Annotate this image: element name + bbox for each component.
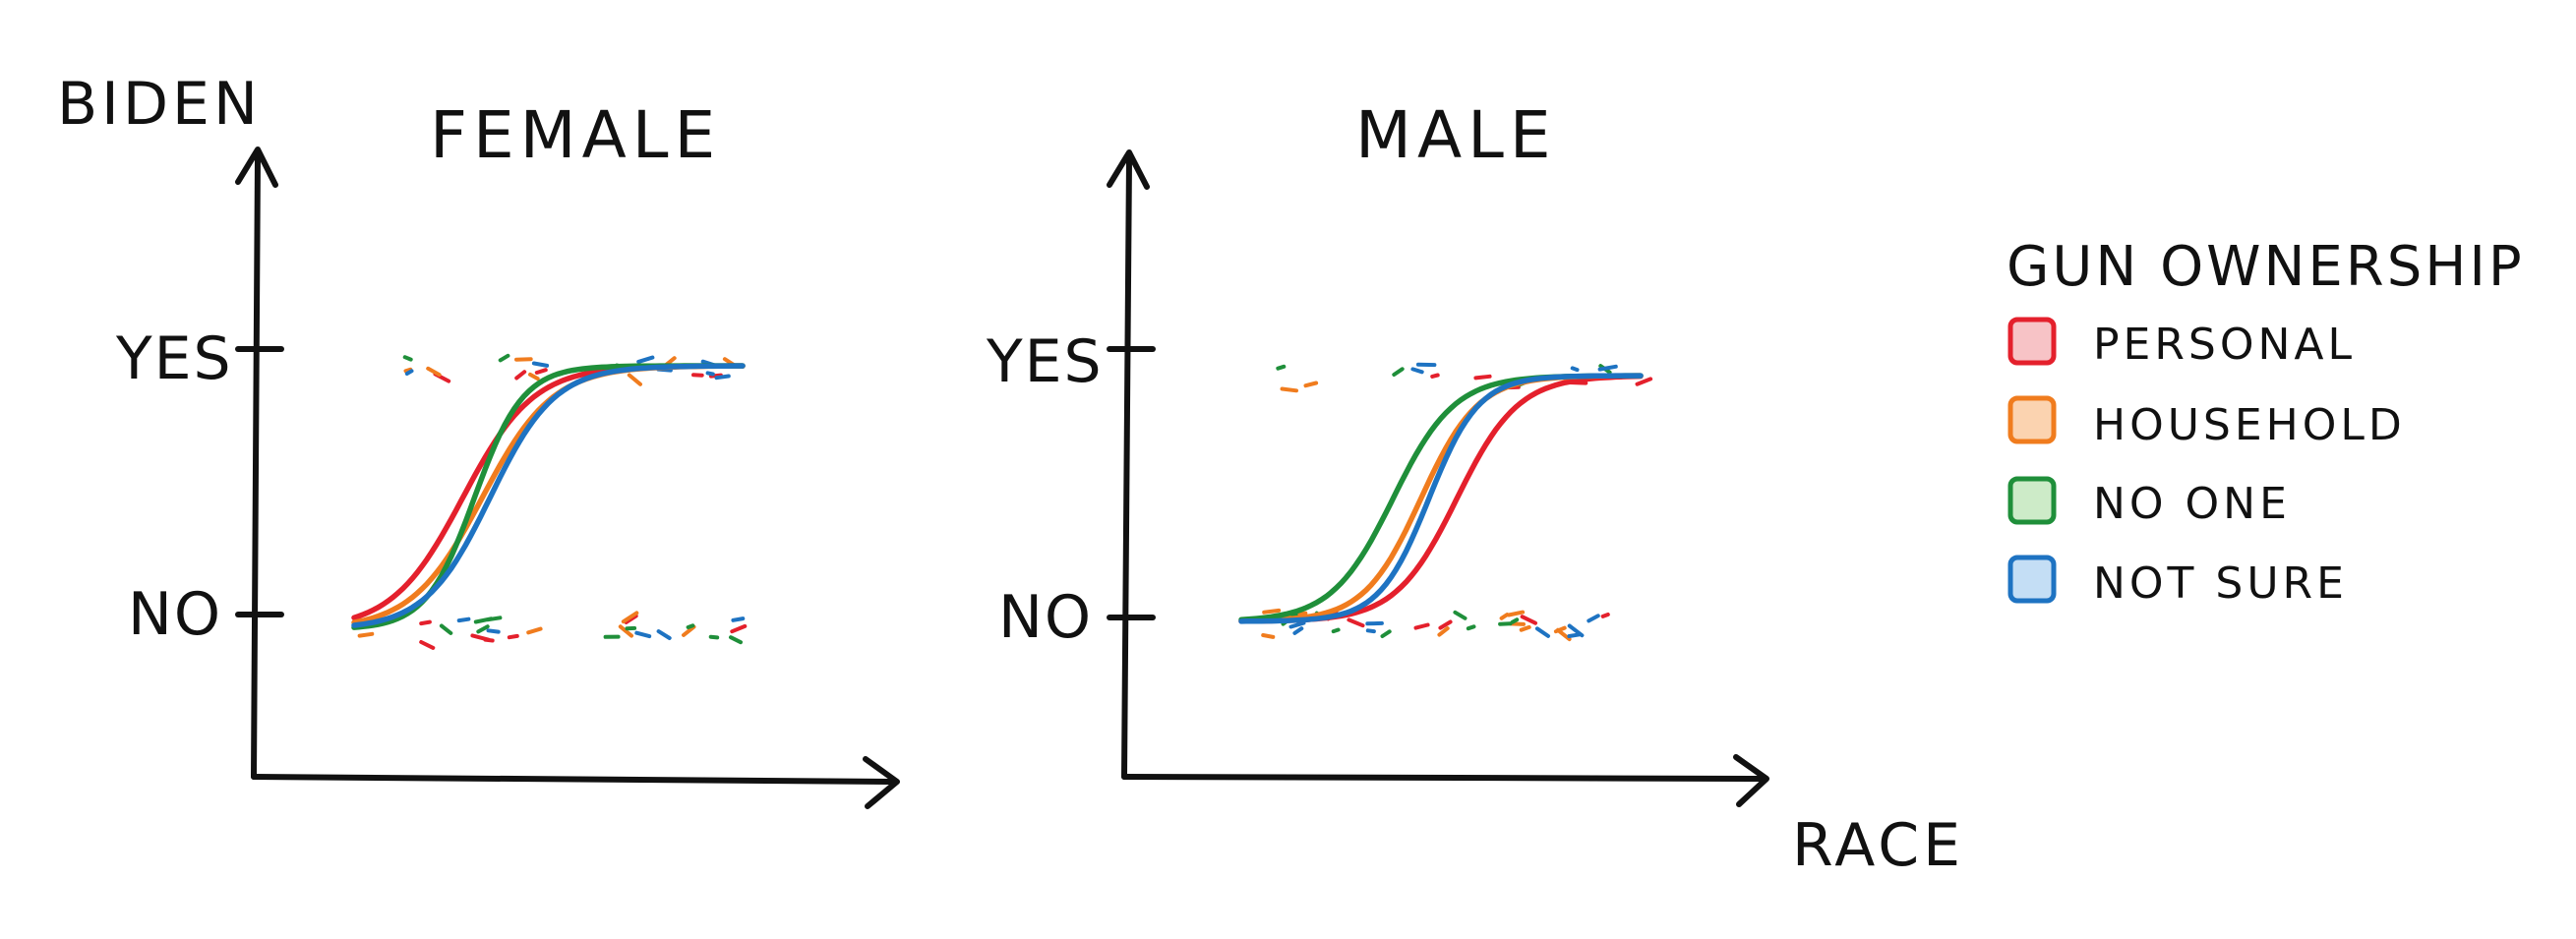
female-point-personal bbox=[485, 640, 492, 641]
male-x-axis bbox=[1124, 777, 1761, 779]
male-point-household bbox=[1283, 389, 1297, 391]
female-point-not-sure bbox=[659, 631, 670, 638]
female-point-household bbox=[530, 375, 538, 379]
male-point-household bbox=[1509, 613, 1523, 616]
legend-swatch-personal bbox=[2010, 320, 2054, 363]
legend-swatch-household bbox=[2010, 398, 2054, 441]
male-point-no-one bbox=[1334, 630, 1339, 632]
legend-label-household: HOUSEHOLD bbox=[2093, 400, 2406, 450]
legend-swatch-not-sure bbox=[2010, 558, 2054, 601]
legend-label-not-sure: NOT SURE bbox=[2093, 558, 2348, 609]
female-point-no-one bbox=[442, 626, 450, 633]
female-plot-area bbox=[354, 356, 745, 648]
male-point-personal bbox=[1348, 619, 1362, 625]
female-point-no-one bbox=[731, 637, 741, 642]
male-point-household bbox=[1306, 383, 1317, 386]
male-curve-household bbox=[1241, 376, 1641, 620]
female-no-tick-label: NO bbox=[128, 580, 222, 649]
female-point-personal bbox=[421, 622, 430, 624]
male-point-no-one bbox=[1468, 626, 1474, 628]
male-point-not-sure bbox=[1291, 623, 1304, 627]
female-point-personal bbox=[537, 370, 546, 373]
female-point-no-one bbox=[405, 357, 411, 359]
legend-swatch-no-one bbox=[2010, 479, 2054, 522]
male-point-personal bbox=[1416, 625, 1428, 628]
male-point-not-sure bbox=[1294, 628, 1301, 633]
male-plot-area bbox=[1241, 365, 1650, 639]
female-point-no-one bbox=[478, 626, 487, 631]
female-point-not-sure bbox=[708, 373, 713, 374]
male-curve-not-sure bbox=[1241, 376, 1641, 621]
y-axis-title: BIDEN bbox=[57, 70, 262, 139]
male-yes-tick-label: YES bbox=[986, 327, 1104, 396]
female-point-not-sure bbox=[638, 358, 652, 362]
panel-title-male: MALE bbox=[1355, 97, 1557, 173]
female-point-household bbox=[428, 369, 439, 375]
female-point-no-one bbox=[501, 356, 509, 361]
male-point-personal bbox=[1523, 616, 1535, 623]
male-curve-no-one bbox=[1241, 376, 1641, 619]
female-point-not-sure bbox=[407, 371, 412, 374]
female-y-axis bbox=[254, 157, 258, 777]
legend-label-personal: PERSONAL bbox=[2093, 320, 2356, 370]
male-point-personal bbox=[1638, 379, 1651, 383]
legend-title: GUN OWNERSHIP bbox=[2007, 235, 2525, 299]
female-point-household bbox=[629, 376, 640, 384]
male-point-personal bbox=[1603, 615, 1608, 616]
male-no-tick-label: NO bbox=[998, 583, 1093, 652]
male-point-not-sure bbox=[1573, 368, 1578, 370]
male-point-no-one bbox=[1278, 367, 1284, 369]
male-point-household bbox=[1522, 627, 1529, 630]
male-curve-personal bbox=[1241, 377, 1641, 621]
male-point-not-sure bbox=[1537, 628, 1548, 636]
female-point-personal bbox=[421, 642, 433, 648]
male-point-household bbox=[1502, 615, 1508, 618]
female-point-no-one bbox=[711, 637, 718, 638]
male-point-personal bbox=[1475, 377, 1489, 379]
female-point-personal bbox=[509, 636, 517, 637]
female-point-not-sure bbox=[636, 633, 649, 636]
female-point-personal bbox=[732, 626, 745, 631]
male-point-not-sure bbox=[1368, 630, 1374, 631]
female-point-not-sure bbox=[534, 364, 547, 366]
female-point-not-sure bbox=[717, 377, 729, 379]
legend-label-no-one: NO ONE bbox=[2093, 479, 2291, 529]
male-point-not-sure bbox=[1600, 367, 1616, 370]
x-axis-title: RACE bbox=[1792, 811, 1964, 880]
male-point-not-sure bbox=[1412, 369, 1421, 372]
female-point-household bbox=[528, 629, 540, 633]
male-y-axis bbox=[1124, 159, 1129, 777]
female-point-personal bbox=[516, 372, 524, 378]
female-point-household bbox=[516, 359, 531, 360]
male-point-personal bbox=[1432, 376, 1438, 377]
male-point-no-one bbox=[1513, 619, 1518, 622]
male-point-no-one bbox=[1394, 369, 1402, 375]
male-point-household bbox=[1264, 611, 1279, 613]
female-point-no-one bbox=[689, 625, 693, 627]
male-point-no-one bbox=[1455, 613, 1465, 618]
female-curve-not-sure bbox=[354, 366, 743, 625]
female-point-household bbox=[360, 634, 373, 636]
legend: GUN OWNERSHIP PERSONAL HOUSEHOLD NO ONE … bbox=[2007, 235, 2525, 609]
female-yes-tick-label: YES bbox=[115, 324, 233, 393]
panel-title-female: FEMALE bbox=[430, 97, 721, 173]
male-point-no-one bbox=[1383, 631, 1390, 636]
female-point-not-sure bbox=[733, 618, 743, 620]
female-point-not-sure bbox=[459, 619, 469, 620]
male-point-not-sure bbox=[1588, 616, 1598, 620]
female-x-axis bbox=[254, 777, 890, 782]
male-point-household bbox=[1263, 635, 1273, 637]
female-point-not-sure bbox=[489, 630, 499, 631]
